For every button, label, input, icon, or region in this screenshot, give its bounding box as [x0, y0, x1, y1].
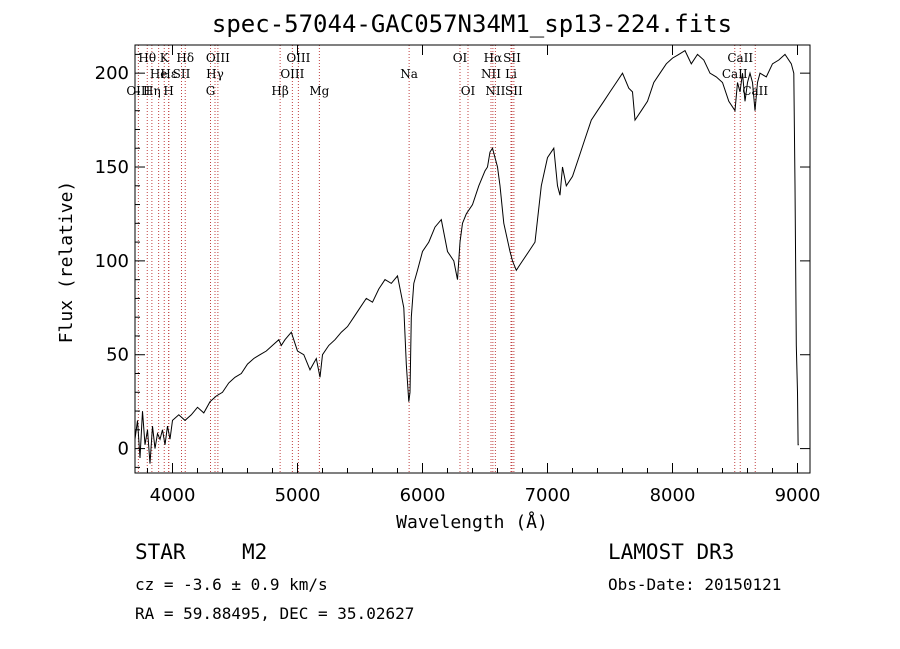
spectral-line-label: Mg: [309, 84, 329, 98]
redshift-velocity: cz = -3.6 ± 0.9 km/s: [135, 575, 328, 594]
x-tick-label: 5000: [275, 485, 321, 506]
spectral-line-label: Li: [505, 67, 517, 81]
spectral-line-label: SII: [505, 84, 523, 98]
spectrum-chart: spec-57044-GAC057N34M1_sp13-224.fits OII…: [56, 10, 821, 533]
spectrum-series-line: [134, 49, 799, 464]
y-tick-label: 50: [106, 345, 129, 366]
spectral-line-label: Hη: [143, 84, 161, 98]
spectral-line-label: OIII: [206, 51, 230, 65]
spectral-line-label: NII: [481, 67, 501, 81]
spectral-line-label: SII: [173, 67, 191, 81]
x-axis-label: Wavelength (Å): [396, 511, 548, 533]
spectral-line-label: OI: [461, 84, 476, 98]
spectral-line-label: CaII: [727, 51, 753, 65]
x-tick-label: 7000: [525, 485, 571, 506]
x-axis-ticks: 4000 5000 6000 7000 8000 9000: [147, 45, 821, 506]
spectral-line-label: Hβ: [271, 84, 288, 98]
y-tick-label: 200: [95, 63, 129, 84]
spectral-line-label: NII: [485, 84, 505, 98]
coordinates: RA = 59.88495, DEC = 35.02627: [135, 604, 415, 623]
spectral-line-label: OIII: [280, 67, 304, 81]
spectral-line-label: Hα: [484, 51, 503, 65]
x-tick-label: 4000: [150, 485, 196, 506]
spectral-line-label: CaII: [742, 84, 768, 98]
spectral-line-label: H: [163, 84, 173, 98]
spectral-line-label: Hθ: [138, 51, 156, 65]
x-tick-label: 9000: [775, 485, 821, 506]
y-axis-label: Flux (relative): [56, 181, 77, 344]
y-tick-label: 150: [95, 157, 129, 178]
spectral-line-label: Hγ: [206, 67, 224, 81]
x-tick-label: 8000: [650, 485, 696, 506]
spectral-line-label: OIII: [126, 84, 150, 98]
spectral-line-label: CaII: [722, 67, 748, 81]
spectral-line-markers: [137, 45, 756, 473]
spectral-line-label: SII: [503, 51, 521, 65]
spectral-line-label: He: [150, 67, 168, 81]
x-tick-label: 6000: [400, 485, 446, 506]
spectral-line-label: Na: [400, 67, 418, 81]
spectral-line-labels: OIIIHθHηHeKHHεSIIHδGHγOIIIHβOIIIOIIIMgNa…: [126, 51, 768, 98]
object-class: STAR: [135, 540, 186, 564]
spectral-line-label: Hδ: [176, 51, 194, 65]
y-tick-label: 100: [95, 251, 129, 272]
spectral-line-label: Hε: [160, 67, 177, 81]
spectral-line-label: OI: [453, 51, 468, 65]
y-axis-ticks: 0 50 100 150 200: [95, 53, 810, 468]
spectral-line-label: OIII: [286, 51, 310, 65]
y-tick-label: 0: [118, 439, 129, 460]
plot-frame: [134, 44, 811, 474]
spectral-line-label: K: [160, 51, 170, 65]
survey-name: LAMOST DR3: [608, 540, 735, 564]
observation-date: Obs-Date: 20150121: [608, 575, 782, 594]
spectral-line-label: G: [206, 84, 216, 98]
object-subclass: M2: [242, 540, 268, 564]
chart-title: spec-57044-GAC057N34M1_sp13-224.fits: [212, 10, 732, 38]
